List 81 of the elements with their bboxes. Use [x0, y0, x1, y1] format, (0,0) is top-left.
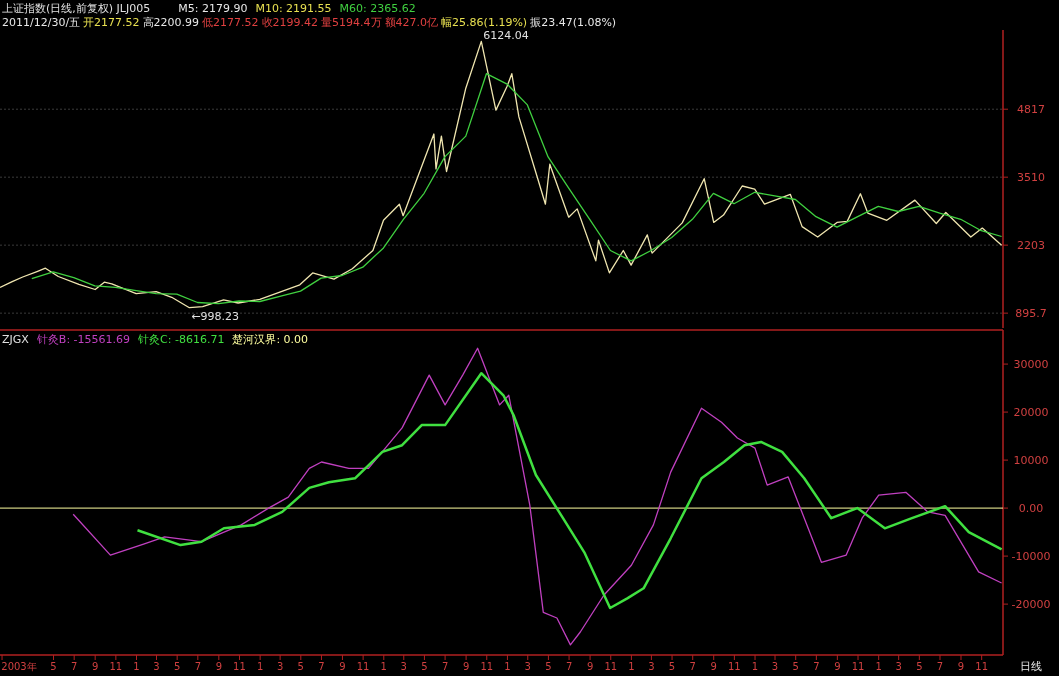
text: 低2177.52: [202, 16, 259, 29]
y-tick-label: -20000: [1011, 598, 1051, 612]
x-tick-label: 1: [256, 661, 264, 672]
x-tick-label: 3: [400, 661, 407, 672]
x-tick-label: 1: [751, 661, 759, 672]
text: 日线: [1020, 660, 1042, 673]
x-tick-label: 5: [545, 661, 552, 672]
x-tick-label: 9: [339, 661, 346, 672]
x-tick-label: 3: [771, 661, 779, 672]
x-tick-label: 7: [689, 661, 696, 672]
x-tick-label: 11: [233, 661, 246, 672]
x-tick-label: 1: [628, 661, 635, 672]
chart-title: ZJGX: [2, 333, 30, 346]
x-tick-label: 3: [276, 661, 284, 672]
x-tick-label: 11: [356, 661, 370, 672]
line-series: [136, 371, 1003, 610]
y-tick-label: 10000: [1013, 454, 1049, 468]
text: 振23.47(1.08%): [530, 16, 617, 29]
x-tick-label: 9: [586, 661, 594, 672]
x-tick-label: 5: [50, 661, 57, 672]
y-tick-label: 20000: [1013, 406, 1049, 420]
text: 额427.0亿: [384, 16, 439, 29]
line-series: [72, 347, 1003, 646]
x-tick-label: 7: [318, 661, 325, 672]
x-tick-label: 9: [462, 661, 470, 672]
x-tick-label: 5: [297, 661, 304, 672]
x-tick-label: 11: [109, 661, 123, 672]
x-tick-label: 3: [524, 661, 531, 672]
x-tick-label: 5: [916, 661, 923, 672]
y-tick-label: -10000: [1011, 550, 1051, 564]
annotation: ←998.23: [191, 309, 240, 323]
y-tick-label: 4817: [1017, 103, 1045, 117]
x-tick-label: 11: [975, 661, 989, 672]
text: 针灸C: -8616.71: [137, 333, 225, 346]
x-tick-label: 5: [792, 661, 799, 672]
x-tick-label: 9: [957, 661, 965, 672]
x-tick-label: 7: [936, 661, 944, 672]
text: 幅25.86(1.19%): [441, 16, 528, 29]
y-tick-label: 0.00: [1018, 502, 1044, 516]
x-tick-label: 9: [215, 661, 223, 672]
text: M10: 2191.55: [255, 2, 332, 15]
x-tick-label: 1: [504, 661, 511, 672]
y-tick-label: 2203: [1017, 239, 1045, 253]
x-tick-label: 7: [441, 661, 449, 672]
x-tick-label: 1: [380, 661, 387, 672]
x-tick-label: 2003年: [1, 661, 37, 672]
text: M5: 2179.90: [178, 2, 248, 15]
x-tick-label: 7: [565, 661, 573, 672]
x-tick-label: 3: [895, 661, 902, 672]
x-tick-label: 1: [875, 661, 882, 672]
line-series: [31, 73, 1003, 305]
x-tick-label: 7: [71, 661, 78, 672]
text: 收2199.42: [261, 16, 319, 29]
x-tick-label: 9: [92, 661, 99, 672]
text: 开2177.52: [83, 16, 140, 29]
x-tick-label: 11: [728, 661, 741, 672]
x-tick-label: 7: [194, 661, 202, 672]
y-tick-label: 895.7: [1015, 307, 1047, 321]
x-tick-label: 5: [421, 661, 428, 672]
ref-line-label: 楚河汉界: 0.00: [232, 333, 309, 346]
annotation: 6124.04: [483, 29, 529, 43]
x-tick-label: 5: [173, 661, 181, 672]
x-tick-label: 11: [851, 661, 865, 672]
text: 针灸B: -15561.69: [35, 333, 131, 346]
chart-title: 上证指数(日线,前复权) JLJ005: [2, 2, 151, 15]
x-tick-label: 3: [153, 661, 160, 672]
text: 2011/12/30/五: [2, 16, 81, 29]
x-tick-label: 5: [668, 661, 676, 672]
x-tick-label: 7: [813, 661, 820, 672]
x-tick-label: 11: [480, 661, 494, 672]
line-series: [0, 40, 1003, 309]
x-tick-label: 9: [710, 661, 717, 672]
text: 高2200.99: [142, 16, 200, 29]
text: M60: 2365.62: [339, 2, 416, 15]
y-tick-label: 3510: [1017, 171, 1045, 185]
x-tick-label: 3: [648, 661, 655, 672]
y-tick-label: 30000: [1013, 358, 1049, 372]
text: 量5194.4万: [321, 16, 382, 29]
x-tick-label: 1: [133, 661, 140, 672]
x-tick-label: 11: [604, 661, 618, 672]
x-tick-label: 9: [834, 661, 841, 672]
